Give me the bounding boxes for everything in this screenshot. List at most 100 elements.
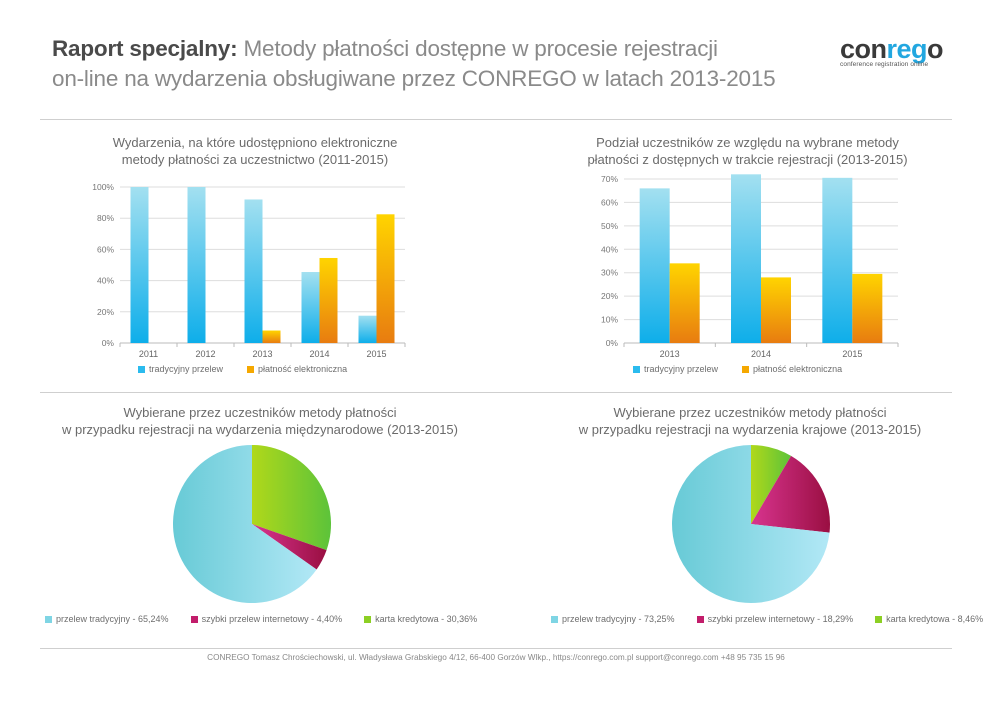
chart3-title-line2: w przypadku rejestracji na wydarzenia mi… bbox=[62, 422, 458, 437]
bar-electronic-payment bbox=[761, 277, 791, 343]
legend-label: przelew tradycyjny - 73,25% bbox=[562, 614, 675, 624]
chart4-title-line2: w przypadku rejestracji na wydarzenia kr… bbox=[578, 422, 922, 437]
chart1-legend-item-traditional: tradycyjny przelew bbox=[138, 364, 223, 374]
legend-label: płatność elektroniczna bbox=[258, 364, 348, 374]
chart2-title-line1: Podział uczestników ze względu na wybran… bbox=[596, 135, 899, 150]
x-tick-label: 2013 bbox=[660, 349, 680, 358]
legend-label: szybki przelew internetowy - 18,29% bbox=[707, 614, 854, 624]
pie-slice-przelew-tradycyjny bbox=[173, 445, 317, 603]
chart3-legend-item-traditional: przelew tradycyjny - 65,24% bbox=[45, 614, 169, 624]
bar-electronic-payment bbox=[669, 263, 700, 343]
chart1-title-line2: metody płatności za uczestnictwo (2011-2… bbox=[121, 152, 389, 167]
chart3-legend-item-fast-transfer: szybki przelew internetowy - 4,40% bbox=[190, 614, 343, 624]
chart2-title-line2: płatności z dostępnych w trakcie rejestr… bbox=[587, 152, 908, 167]
legend-swatch-lightblue bbox=[551, 615, 558, 623]
y-tick-label: 0% bbox=[606, 338, 619, 348]
bar-traditional-transfer bbox=[358, 315, 377, 343]
y-tick-label: 60% bbox=[601, 197, 618, 207]
chart2-title: Podział uczestników ze względu na wybran… bbox=[555, 134, 940, 168]
bar-electronic-payment bbox=[262, 330, 281, 343]
x-tick-label: 2011 bbox=[139, 349, 158, 359]
logo-wordmark: conrego bbox=[840, 34, 960, 64]
legend-swatch-orange bbox=[742, 365, 750, 373]
chart3-title: Wybierane przez uczestników metody płatn… bbox=[40, 404, 480, 438]
legend-swatch-lightblue bbox=[45, 615, 52, 623]
legend-label: karta kredytowa - 8,46% bbox=[886, 614, 984, 624]
y-tick-label: 30% bbox=[601, 268, 618, 278]
header-divider bbox=[40, 119, 952, 120]
logo-part1: con bbox=[840, 34, 887, 64]
x-tick-label: 2013 bbox=[252, 349, 272, 359]
conrego-logo: conrego conference registration online bbox=[840, 36, 960, 72]
chart2-legend-item-traditional: tradycyjny przelew bbox=[633, 364, 718, 374]
legend-swatch-orange bbox=[247, 365, 255, 373]
chart4-legend-item-credit-card: karta kredytowa - 8,46% bbox=[875, 614, 983, 624]
bar-traditional-transfer bbox=[301, 272, 320, 343]
y-tick-label: 100% bbox=[92, 182, 114, 192]
report-title-bold: Raport specjalny: bbox=[52, 36, 238, 61]
y-tick-label: 80% bbox=[97, 213, 114, 223]
legend-label: przelew tradycyjny - 65,24% bbox=[56, 614, 169, 624]
chart4-title: Wybierane przez uczestników metody płatn… bbox=[530, 404, 970, 438]
bar-electronic-payment bbox=[852, 273, 883, 343]
chart4-legend: przelew tradycyjny - 73,25% szybki przel… bbox=[551, 614, 983, 624]
legend-swatch-green bbox=[364, 615, 372, 623]
chart1-title-line1: Wydarzenia, na które udostępniono elektr… bbox=[112, 135, 398, 150]
bar-traditional-transfer bbox=[244, 199, 263, 343]
x-tick-label: 2015 bbox=[366, 349, 386, 359]
y-tick-label: 70% bbox=[601, 174, 618, 184]
logo-tagline: conference registration online bbox=[840, 61, 929, 68]
report-title-line1: Metody płatności dostępne w procesie rej… bbox=[243, 36, 718, 61]
report-title-line2: on-line na wydarzenia obsługiwane przez … bbox=[52, 66, 776, 91]
footer-contact: CONREGO Tomasz Chrościechowski, ul. Wład… bbox=[207, 653, 785, 662]
pie-slice-szybki-przelew-internetowy bbox=[252, 524, 327, 570]
legend-label: płatność elektroniczna bbox=[753, 364, 843, 374]
legend-swatch-magenta bbox=[190, 615, 198, 623]
chart1-title: Wydarzenia, na które udostępniono elektr… bbox=[60, 134, 450, 168]
chart3-legend-item-credit-card: karta kredytowa - 30,36% bbox=[364, 614, 477, 624]
legend-swatch-blue bbox=[633, 365, 640, 373]
bar-electronic-payment bbox=[319, 257, 338, 343]
chart4-legend-item-traditional: przelew tradycyjny - 73,25% bbox=[551, 614, 675, 624]
chart3-legend: przelew tradycyjny - 65,24% szybki przel… bbox=[45, 614, 477, 624]
y-tick-label: 60% bbox=[97, 244, 114, 254]
y-tick-label: 20% bbox=[97, 307, 114, 317]
legend-label: szybki przelew internetowy - 4,40% bbox=[201, 614, 343, 624]
chart3-pie-chart bbox=[173, 445, 331, 603]
y-tick-label: 40% bbox=[601, 244, 618, 254]
pie-slice-karta-kredytowa bbox=[252, 445, 331, 551]
bar-traditional-transfer bbox=[187, 187, 206, 343]
chart4-title-line1: Wybierane przez uczestników metody płatn… bbox=[613, 405, 887, 420]
chart2-bar-chart: 0% 10% 20% 30% 40% 50% 60% 70% 2013 2014 2015 bbox=[601, 174, 899, 358]
y-tick-label: 0% bbox=[102, 338, 115, 348]
logo-part2: o bbox=[927, 34, 944, 64]
legend-swatch-magenta bbox=[696, 615, 704, 623]
chart2-legend: tradycyjny przelew płatność elektroniczn… bbox=[633, 364, 842, 374]
legend-label: tradycyjny przelew bbox=[149, 364, 224, 374]
bar-traditional-transfer bbox=[731, 174, 761, 343]
bar-traditional-transfer bbox=[130, 187, 149, 343]
chart1-legend: tradycyjny przelew płatność elektroniczn… bbox=[138, 364, 347, 374]
middle-divider bbox=[40, 392, 952, 393]
legend-label: karta kredytowa - 30,36% bbox=[375, 614, 478, 624]
chart1-legend-item-electronic: płatność elektroniczna bbox=[247, 364, 347, 374]
x-tick-label: 2015 bbox=[842, 349, 862, 358]
bar-electronic-payment bbox=[376, 214, 395, 343]
pie-slice-szybki-przelew-internetowy bbox=[751, 455, 830, 533]
chart4-legend-item-fast-transfer: szybki przelew internetowy - 18,29% bbox=[696, 614, 854, 624]
x-tick-label: 2014 bbox=[751, 349, 771, 358]
legend-swatch-blue bbox=[138, 365, 145, 373]
x-tick-label: 2014 bbox=[309, 349, 329, 359]
bar-traditional-transfer bbox=[822, 177, 853, 343]
legend-swatch-green bbox=[875, 615, 883, 623]
footer-divider bbox=[40, 648, 952, 649]
logo-accent: reg bbox=[886, 34, 928, 64]
y-tick-label: 50% bbox=[601, 221, 618, 231]
pie-slice-karta-kredytowa bbox=[751, 445, 792, 524]
y-tick-label: 40% bbox=[97, 276, 114, 286]
y-tick-label: 20% bbox=[601, 291, 618, 301]
chart1-bar-chart: 0% 20% 40% 60% 80% 100% 2011 2012 2013 2014 2015 bbox=[92, 182, 406, 359]
legend-label: tradycyjny przelew bbox=[644, 364, 719, 374]
x-tick-label: 2012 bbox=[195, 349, 215, 359]
report-header: Raport specjalny: Metody płatności dostę… bbox=[52, 34, 812, 94]
